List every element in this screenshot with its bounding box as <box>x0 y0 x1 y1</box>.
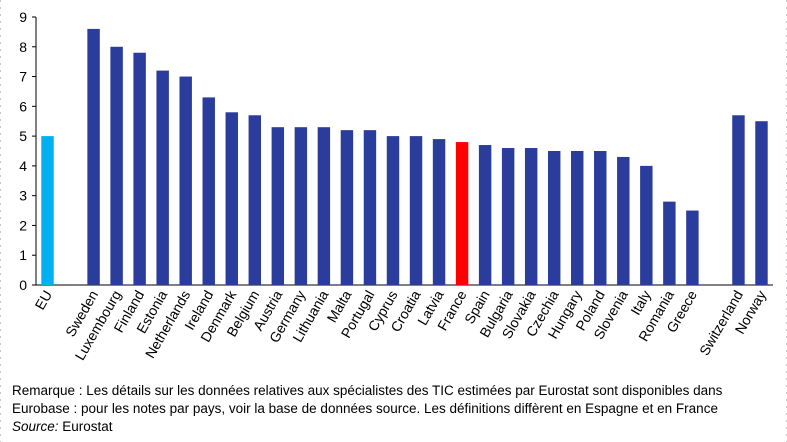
bar-lithuania <box>317 127 331 285</box>
bar-switzerland <box>732 115 745 286</box>
y-tick-label: 9 <box>19 9 27 25</box>
bar-cyprus <box>386 136 400 285</box>
bar-belgium <box>248 115 262 286</box>
bar-eu <box>41 136 54 285</box>
y-tick-label: 6 <box>19 98 27 114</box>
bar-hungary <box>571 151 584 285</box>
x-tick-label: EU <box>32 288 56 313</box>
bar-greece <box>686 210 699 285</box>
bar-denmark <box>225 112 238 286</box>
bar-czechia <box>547 151 561 285</box>
bar-norway <box>755 121 768 285</box>
bar-poland <box>594 151 607 285</box>
bar-spain <box>478 145 492 285</box>
bar-ireland <box>202 97 215 286</box>
y-tick-label: 8 <box>19 39 27 55</box>
bar-finland <box>133 52 146 285</box>
y-tick-label: 0 <box>19 277 27 293</box>
bar-estonia <box>156 70 169 285</box>
chart-area: 0 1 2 3 4 5 6 7 8 9 EU Sweden Luxembourg Finland Eston… <box>19 9 773 363</box>
bar-bulgaria <box>501 148 515 285</box>
bar-slovakia <box>524 148 538 285</box>
bar-luxembourg <box>110 46 123 286</box>
bar-netherlands <box>179 76 192 285</box>
bar-croatia <box>409 136 423 285</box>
bar-france <box>455 142 469 285</box>
y-tick-label: 7 <box>19 69 27 85</box>
bar-italy <box>640 165 653 285</box>
bar-portugal <box>363 130 377 285</box>
bar-germany <box>294 127 308 285</box>
bar-austria <box>271 127 285 285</box>
bar-sweden <box>87 28 100 286</box>
y-tick-label: 3 <box>19 188 27 204</box>
source-label: Source: <box>12 419 59 434</box>
y-tick-label: 4 <box>19 158 27 174</box>
source-line: Source: Eurostat <box>12 418 113 436</box>
y-tick-label: 2 <box>19 217 27 233</box>
y-tick-label: 5 <box>19 128 27 144</box>
bar-romania <box>663 201 676 285</box>
left-border <box>0 0 1 442</box>
source-value: Eurostat <box>58 419 113 434</box>
footnote-line-2: Eurobase : pour les notes par pays, voir… <box>12 401 718 416</box>
bar-malta <box>340 130 354 285</box>
footnote-line-1: Remarque : Les détails sur les données r… <box>12 383 723 398</box>
bar-slovenia <box>617 156 630 285</box>
bar-latvia <box>432 139 446 285</box>
y-tick-label: 1 <box>19 247 27 263</box>
